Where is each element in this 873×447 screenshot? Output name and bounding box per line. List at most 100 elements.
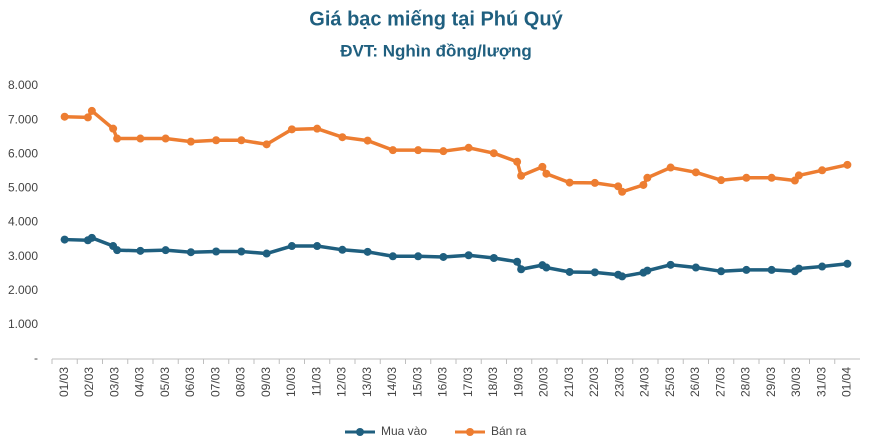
point <box>136 134 145 143</box>
y-tick-label: 6.000 <box>8 146 38 160</box>
chart-title: Giá bạc miếng tại Phú Quý <box>309 8 563 30</box>
x-tick-label: 14/03 <box>385 367 399 397</box>
y-tick-label: 4.000 <box>8 215 38 229</box>
x-tick-label: 10/03 <box>284 367 298 397</box>
y-tick-label: - <box>34 351 38 365</box>
point <box>618 272 627 281</box>
x-tick-label: 07/03 <box>208 367 222 397</box>
point <box>161 134 170 143</box>
point <box>113 246 122 255</box>
x-tick-label: 21/03 <box>562 367 576 397</box>
point <box>414 146 423 155</box>
x-tick-label: 12/03 <box>335 367 349 397</box>
point <box>767 173 776 182</box>
x-tick-label: 20/03 <box>537 367 551 397</box>
point <box>517 171 526 180</box>
point <box>565 178 574 187</box>
point <box>639 180 648 189</box>
point <box>618 187 627 196</box>
point <box>113 134 122 143</box>
point <box>742 173 751 182</box>
x-tick-label: 26/03 <box>688 367 702 397</box>
x-tick-label: 09/03 <box>259 367 273 397</box>
point <box>363 136 372 145</box>
point <box>388 252 397 261</box>
point <box>313 124 322 133</box>
point <box>542 169 551 178</box>
point <box>767 265 776 274</box>
legend-label: Bán ra <box>491 424 527 438</box>
point <box>666 260 675 269</box>
x-tick-label: 27/03 <box>713 367 727 397</box>
x-tick-label: 02/03 <box>82 367 96 397</box>
x-tick-label: 16/03 <box>436 367 450 397</box>
y-tick-label: 7.000 <box>8 112 38 126</box>
point <box>717 176 726 185</box>
point <box>843 160 852 169</box>
x-tick-label: 11/03 <box>309 367 323 396</box>
point <box>513 157 522 166</box>
point <box>186 137 195 146</box>
point <box>843 259 852 268</box>
point <box>87 106 96 115</box>
point <box>643 266 652 275</box>
point <box>742 265 751 274</box>
point <box>212 247 221 256</box>
point <box>517 265 526 274</box>
point <box>237 247 246 256</box>
x-tick-label: 24/03 <box>638 367 652 397</box>
point <box>109 124 118 133</box>
y-tick-label: 2.000 <box>8 283 38 297</box>
point <box>83 113 92 122</box>
x-tick-label: 17/03 <box>461 367 475 397</box>
x-tick-label: 18/03 <box>486 367 500 397</box>
x-tick-label: 31/03 <box>814 367 828 397</box>
point <box>818 262 827 271</box>
point <box>538 162 547 171</box>
x-tick-label: 04/03 <box>133 367 147 397</box>
point <box>794 171 803 180</box>
x-tick-label: 01/03 <box>57 367 71 397</box>
point <box>287 242 296 251</box>
y-tick-label: 3.000 <box>8 249 38 263</box>
point <box>818 166 827 175</box>
point <box>794 264 803 273</box>
point <box>161 246 170 255</box>
x-tick-label: 30/03 <box>789 367 803 397</box>
point <box>717 267 726 276</box>
point <box>262 249 271 258</box>
x-tick-label: 08/03 <box>234 367 248 397</box>
point <box>489 149 498 158</box>
x-tick-label: 28/03 <box>739 367 753 397</box>
x-tick-label: 23/03 <box>612 367 626 397</box>
point <box>464 143 473 152</box>
point <box>313 242 322 251</box>
point <box>60 112 69 121</box>
line <box>64 108 848 194</box>
point <box>338 133 347 142</box>
point <box>542 263 551 272</box>
x-tick-label: 19/03 <box>511 367 525 397</box>
x-tick-label: 05/03 <box>158 367 172 397</box>
point <box>439 147 448 156</box>
point <box>414 252 423 261</box>
point <box>338 245 347 254</box>
x-tick-label: 06/03 <box>183 367 197 397</box>
legend-label: Mua vào <box>381 424 427 438</box>
point <box>643 173 652 182</box>
point <box>87 233 96 242</box>
x-tick-label: 13/03 <box>360 367 374 397</box>
point <box>691 263 700 272</box>
point <box>136 246 145 255</box>
point <box>666 163 675 172</box>
point <box>212 136 221 145</box>
y-tick-label: 1.000 <box>8 317 38 331</box>
x-tick-label: 15/03 <box>410 367 424 397</box>
point <box>691 168 700 177</box>
point <box>60 235 69 244</box>
point <box>489 253 498 262</box>
point <box>287 125 296 134</box>
point <box>590 178 599 187</box>
point <box>388 146 397 155</box>
point <box>439 252 448 261</box>
